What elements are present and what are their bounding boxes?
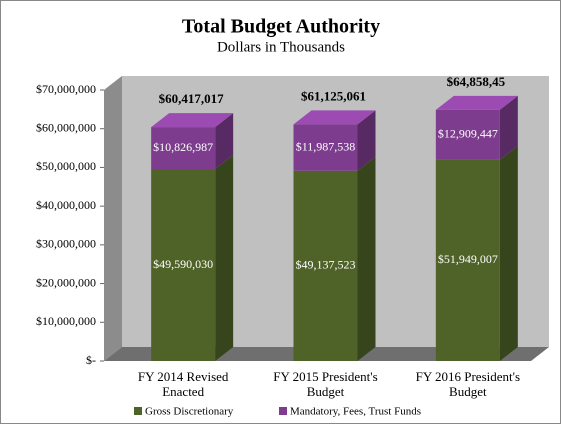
total-label: $60,417,017	[159, 91, 225, 106]
bar-top	[151, 113, 234, 128]
legend-label: Gross Discretionary	[145, 406, 234, 418]
bar-side	[499, 145, 518, 361]
value-label: $49,590,030	[153, 257, 213, 271]
bar	[435, 159, 500, 361]
bar-side	[215, 113, 234, 170]
bar-side	[215, 155, 234, 361]
total-label: $61,125,061	[301, 88, 366, 103]
x-tick-label: FY 2014 Revised Enacted	[137, 369, 229, 399]
bar	[293, 170, 358, 361]
side-wall	[104, 76, 122, 361]
x-tick-label: FY 2016 President's Budget	[415, 369, 521, 399]
legend-label: Mandatory, Fees, Trust Funds	[290, 406, 421, 418]
y-tick-label: $70,000,000	[36, 82, 96, 96]
value-label: $12,909,447	[438, 127, 498, 141]
x-tick-label: FY 2015 President's Budget	[273, 369, 378, 399]
y-tick-label: $10,000,000	[36, 314, 96, 328]
bar-side	[357, 110, 376, 171]
legend-swatch	[279, 407, 287, 415]
bar	[151, 127, 216, 170]
value-label: $10,826,987	[153, 140, 213, 154]
bar	[435, 109, 500, 160]
bar-top	[435, 95, 518, 110]
legend-swatch	[134, 407, 142, 415]
bar-top	[293, 110, 376, 125]
y-tick-label: $40,000,000	[36, 198, 96, 212]
chart-subtitle: Dollars in Thousands	[217, 39, 345, 55]
chart-title: Total Budget Authority	[182, 16, 380, 38]
total-label: $64,858,45	[447, 74, 506, 89]
y-tick-label: $20,000,000	[36, 275, 96, 289]
y-tick-label: $50,000,000	[36, 159, 96, 173]
y-tick-label: $-	[86, 353, 96, 367]
bar	[293, 124, 358, 171]
bar-side	[357, 156, 376, 361]
bar-side	[499, 95, 518, 160]
y-tick-label: $30,000,000	[36, 237, 96, 251]
bar	[151, 169, 216, 361]
value-label: $51,949,007	[438, 252, 498, 266]
value-label: $49,137,523	[296, 258, 356, 272]
y-tick-label: $60,000,000	[36, 120, 96, 134]
value-label: $11,987,538	[296, 139, 356, 153]
